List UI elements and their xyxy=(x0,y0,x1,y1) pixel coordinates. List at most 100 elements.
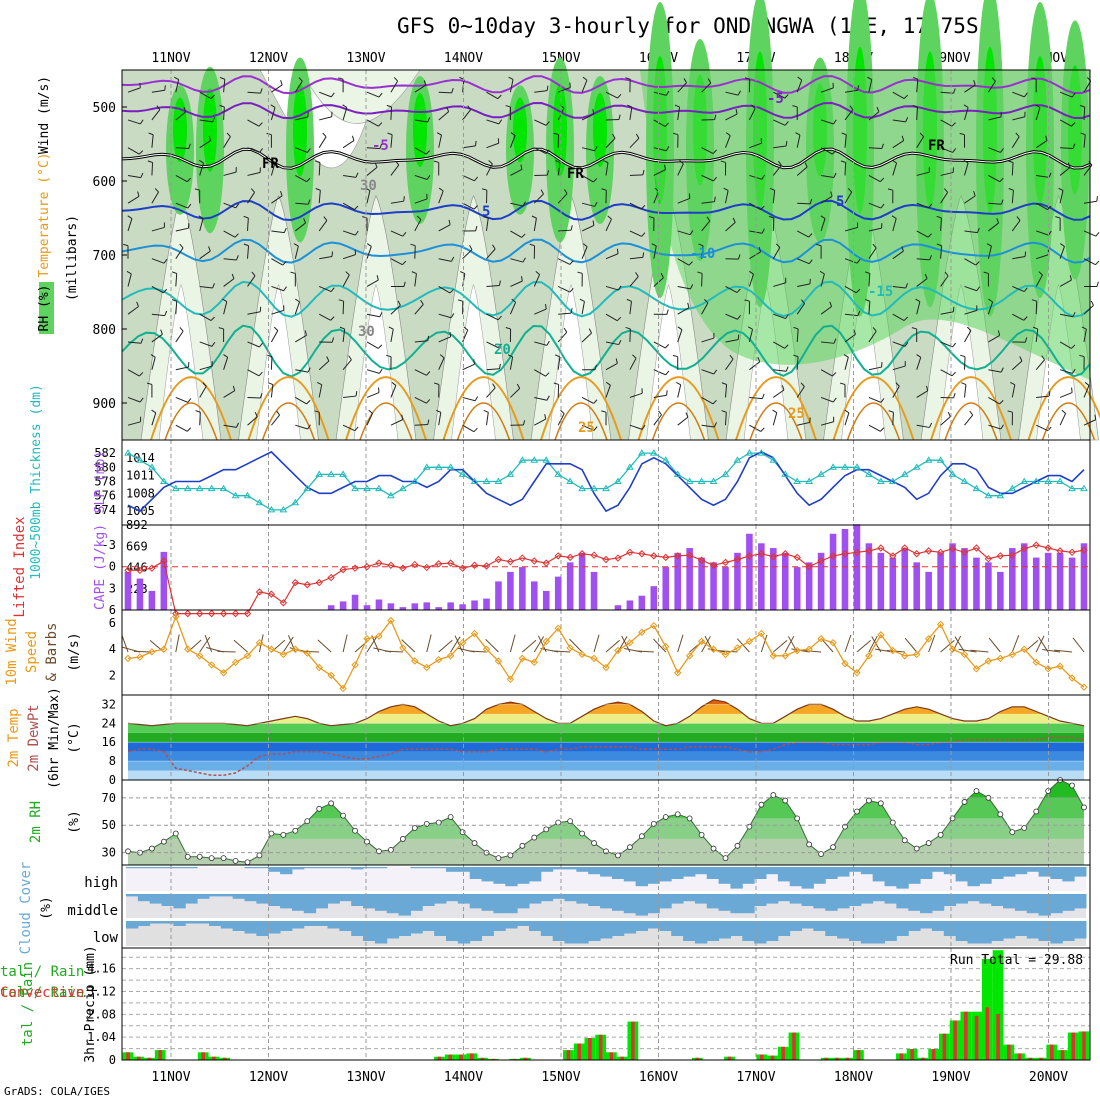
wind-barb xyxy=(462,145,476,149)
wind-barb-flag xyxy=(171,299,177,302)
rh-marker xyxy=(196,853,203,860)
wind-barb xyxy=(247,416,258,426)
rh-marker xyxy=(459,829,466,835)
wind-barb xyxy=(271,309,284,315)
wind-barb-flag xyxy=(546,395,550,401)
wind-barb xyxy=(390,230,404,237)
thickness-marker xyxy=(924,456,933,463)
wind-barb xyxy=(295,116,309,121)
wind10m-barb xyxy=(868,635,878,653)
cloud-cover-bar xyxy=(280,894,293,909)
wind-barb-flag xyxy=(887,188,893,191)
wind10m-barb xyxy=(485,639,499,653)
wind-barb-flag xyxy=(463,326,469,331)
wind-barb-flag xyxy=(856,288,861,294)
cloud-cover-bar xyxy=(706,894,720,909)
wind-speed-marker xyxy=(411,657,419,665)
wind-barb-flag xyxy=(688,261,693,266)
wind-barb xyxy=(294,80,303,93)
wind-barb-flag xyxy=(735,109,738,115)
wind-barb xyxy=(940,275,949,287)
rh-marker xyxy=(435,819,442,826)
wind-barb xyxy=(223,301,228,315)
wind-barb-flag xyxy=(448,219,451,225)
wind-barb-flag xyxy=(1024,92,1028,98)
li-marker xyxy=(614,554,622,562)
cloud-cover-bar xyxy=(528,894,542,904)
wind-barb-flag xyxy=(510,132,516,136)
wind-barb-flag xyxy=(315,160,321,163)
cloud-cover-bar xyxy=(398,894,411,916)
wind-barb xyxy=(916,136,924,148)
cloud-cover-bar xyxy=(363,894,376,909)
wind-speed-marker xyxy=(733,644,742,652)
li-tick: 0 xyxy=(109,560,116,574)
cape-bar xyxy=(698,557,705,610)
date-label-bottom: 17NOV xyxy=(736,1070,775,1085)
wind-barb-flag xyxy=(664,164,666,170)
cape-bar xyxy=(734,552,741,610)
cape-bar xyxy=(483,598,490,610)
precip-convective-bar xyxy=(577,1043,581,1060)
cape-bar xyxy=(793,567,801,610)
wind-barb xyxy=(988,397,1000,405)
wind-barb-flag xyxy=(617,93,622,99)
cloud-cover-bar xyxy=(126,894,139,897)
wind-barb xyxy=(797,283,811,287)
wind-barb xyxy=(319,116,332,121)
wind-barb-flag xyxy=(402,231,407,237)
wind-barb xyxy=(223,258,237,261)
rh-marker xyxy=(734,842,741,849)
cloud-cover-bar xyxy=(825,921,838,936)
wind-barb xyxy=(797,202,811,205)
wind-barb xyxy=(581,301,585,315)
wind-barb xyxy=(438,111,449,121)
wind-speed-marker xyxy=(1080,683,1088,691)
wind-barb xyxy=(414,273,417,287)
date-axis-bottom: 11NOV 12NOV 13NOV 14NOV 15NOV 16NOV 17NOV 18NOV… xyxy=(151,1070,1068,1085)
wind-barb-flag xyxy=(872,243,877,249)
li-marker xyxy=(602,555,610,564)
wind-barb xyxy=(151,226,165,232)
cloud-cover-bar xyxy=(1074,867,1087,877)
wind-barb xyxy=(533,218,537,232)
wind-barb xyxy=(271,230,285,234)
wind-barb xyxy=(1059,119,1072,127)
wind-barb-flag xyxy=(665,370,670,376)
wind-speed-marker xyxy=(578,650,586,659)
li-marker xyxy=(148,564,156,572)
wind-barb-flag xyxy=(936,215,942,219)
cloud-cover-bar xyxy=(611,921,625,936)
wind-barb xyxy=(629,392,643,398)
wind-barb-flag xyxy=(234,233,239,238)
cloud-cover-bar xyxy=(766,867,779,875)
thickness-marker xyxy=(136,456,144,463)
cape-bar xyxy=(339,601,347,610)
wind-barb-flag xyxy=(378,122,383,127)
li-marker xyxy=(1032,541,1040,549)
cape-bar xyxy=(363,605,371,610)
wind-barb xyxy=(1083,164,1093,176)
wind-barb-flag xyxy=(689,230,694,235)
precip-convective-bar xyxy=(856,1050,861,1060)
wind-barb-flag xyxy=(219,77,225,80)
rh-marker xyxy=(399,836,406,842)
wind-barb xyxy=(510,230,522,238)
wind-barb-flag xyxy=(403,281,406,287)
wind-barb-flag xyxy=(545,121,550,126)
wind-speed-marker xyxy=(602,663,610,672)
wind-barb xyxy=(557,413,565,426)
contour-label: FR xyxy=(567,166,584,182)
wind-barb xyxy=(1036,254,1049,260)
wind-barb-flag xyxy=(999,400,1004,405)
rh-marker xyxy=(256,852,263,859)
wind-barb xyxy=(151,109,161,121)
wind-barb xyxy=(797,421,810,426)
wind-barb-flag xyxy=(1061,409,1066,414)
wind10m-barb xyxy=(677,634,684,653)
wind-speed-marker xyxy=(160,645,168,653)
wind-barb xyxy=(701,302,709,315)
cloud-cover-bar xyxy=(588,921,601,941)
thickness-marker xyxy=(1044,477,1053,484)
rh-marker xyxy=(591,840,597,846)
